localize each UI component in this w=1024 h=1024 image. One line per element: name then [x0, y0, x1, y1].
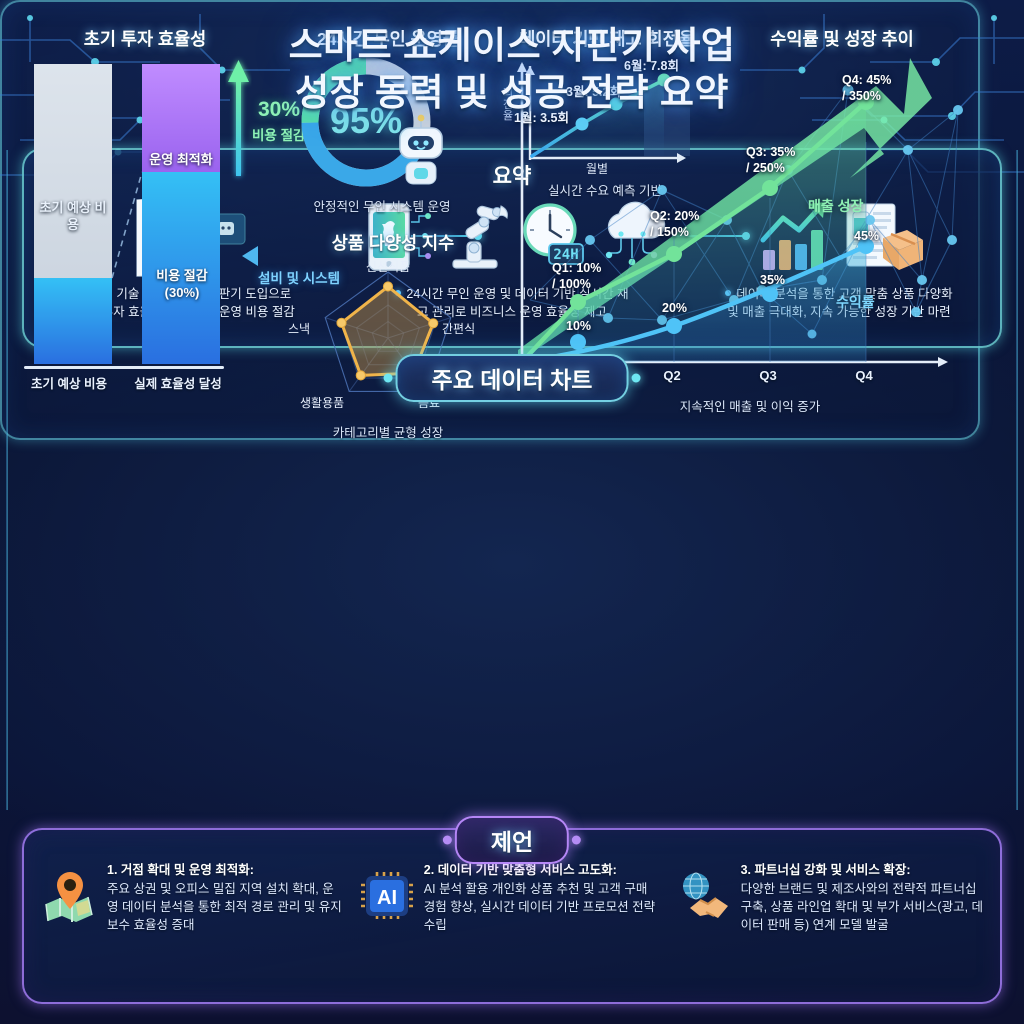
growth-caption: 지속적인 매출 및 이익 증가	[679, 400, 821, 414]
recommendation-item-3-body: 3. 파트너십 강화 및 서비스 확장: 다양한 브랜드 및 제조사와의 전략적…	[741, 862, 986, 934]
growth-point-label-q2: Q2: 20%/ 150%	[650, 209, 700, 240]
charts-section-badge: 주요 데이터 차트	[383, 354, 641, 402]
radar-label-snack: 스낵	[288, 322, 311, 336]
growth-profit-label-q1: 10%	[566, 319, 592, 333]
smartphone-icon	[368, 203, 431, 271]
donut-value-label: 95%	[329, 100, 403, 141]
growth-x-label-q4: Q4	[855, 368, 873, 383]
annotation-30-percent: 30%	[258, 98, 301, 121]
inventory-point-label-0: 1월: 3.5회	[514, 111, 569, 125]
clock-24h-icon: 24H	[523, 203, 584, 265]
badge-dot-left-icon	[383, 373, 393, 383]
svg-text:24H: 24H	[553, 247, 578, 263]
growth-x-label-q2: Q2	[663, 368, 681, 383]
chart-title-inventory-turnover: 데이터 기반 재고 회전율	[519, 29, 695, 49]
recommendation-item-1-heading: 1. 거점 확대 및 운영 최적화:	[107, 863, 254, 877]
growth-point-label-q1: Q1: 10%/ 100%	[552, 261, 602, 292]
bar-segment-label-initial-cost: 초기 예상 비용	[39, 200, 107, 232]
growth-legend-revenue: 매출 성장	[808, 198, 864, 214]
donut-caption: 안정적인 무인 시스템 운영	[313, 200, 451, 214]
recommendation-item-1-text: 주요 상권 및 오피스 밀집 지역 설치 확대, 운영 데이터 분석을 통한 최…	[107, 881, 342, 932]
badge-dot-right-icon	[572, 835, 582, 845]
growth-profit-label-q3: 35%	[760, 273, 786, 287]
page-title-line-1: 스마트 쇼케이스 자판기 사업	[288, 25, 736, 66]
recommendation-item-2-heading: 2. 데이터 기반 맞춤형 서비스 고도화:	[423, 863, 617, 877]
recommendation-item-1: 1. 거점 확대 및 운영 최적화: 주요 상권 및 오피스 밀집 지역 설치 …	[34, 862, 351, 934]
bar-category-label-1: 실제 효율성 달성	[134, 377, 222, 391]
growth-point-label-q3: Q3: 35%/ 250%	[746, 145, 796, 176]
recommendation-item-3-text: 다양한 브랜드 및 제조사와의 전략적 파트너십 구축, 상품 라인업 확대 및…	[740, 881, 984, 932]
radar-label-household: 생활용품	[300, 396, 345, 410]
map-pin-icon	[42, 868, 98, 924]
chart-title-initial-investment: 초기 투자 효율성	[83, 29, 207, 49]
bullet-icon	[395, 290, 402, 296]
robot-arm-icon	[452, 205, 508, 269]
recommendation-item-2: AI 2. 데이터 기반 맞춤형 서비스 고도화: AI 분석 활용 개인화 상…	[351, 862, 668, 934]
handshake-globe-icon	[676, 868, 732, 924]
chart-title-uptime: 24시간 무인 운영률	[317, 29, 459, 49]
inventory-point-label-2: 6월: 7.8회	[624, 59, 679, 73]
annotation-30-percent-sub: 비용 절감	[252, 128, 306, 143]
summary-item-2: 24H 24시간 무인 운영 및 데이터 기반 실시간 재고 관리로 비즈니스 …	[346, 190, 678, 322]
growth-profit-label-q2: 20%	[662, 301, 688, 315]
ai-chip-icon: AI	[359, 868, 415, 924]
inventory-x-axis-label: 월별	[586, 162, 609, 176]
badge-dot-right-icon	[631, 373, 641, 383]
recommendations-badge-label: 제언	[490, 829, 534, 855]
svg-text:AI: AI	[377, 887, 397, 909]
recommendation-item-3-heading: 3. 파트너십 강화 및 서비스 확장:	[740, 863, 911, 877]
inventory-point-label-1: 3월: 5.2회	[566, 85, 621, 99]
annotation-equipment-system: 설비 및 시스템	[258, 271, 341, 286]
page-header: 스마트 쇼케이스 자판기 사업 성장 동력 및 성공 전략 요약	[0, 22, 1024, 117]
badge-dot-left-icon	[442, 835, 452, 845]
summary-item-2-icons: 24H	[346, 190, 678, 282]
charts-section-badge-label: 주요 데이터 차트	[431, 367, 593, 393]
recommendations-badge: 제언	[442, 816, 582, 864]
radar-label-fresh-food: 신선식품	[365, 260, 411, 274]
inventory-y-axis-label: 회전율	[503, 87, 514, 123]
growth-point-label-q4: Q4: 45%/ 350%	[842, 73, 892, 104]
recommendation-item-3: 3. 파트너십 강화 및 서비스 확장: 다양한 브랜드 및 제조사와의 전략적…	[668, 862, 994, 934]
recommendation-item-2-body: 2. 데이터 기반 맞춤형 서비스 고도화: AI 분석 활용 개인화 상품 추…	[424, 862, 660, 934]
page-title-line-2: 성장 동력 및 성공 전략 요약	[295, 72, 729, 114]
growth-x-label-q3: Q3	[759, 368, 777, 383]
recommendation-item-1-body: 1. 거점 확대 및 운영 최적화: 주요 상권 및 오피스 밀집 지역 설치 …	[107, 862, 343, 934]
chart-title-growth: 수익률 및 성장 추이	[770, 29, 914, 49]
robot-mascot-icon	[399, 114, 443, 185]
recommendations-row: 1. 거점 확대 및 운영 최적화: 주요 상권 및 오피스 밀집 지역 설치 …	[34, 862, 994, 934]
growth-legend-profit: 수익률	[836, 294, 875, 310]
radar-label-convenience-food: 간편식	[442, 322, 476, 336]
inventory-caption: 실시간 수요 예측 기반	[548, 184, 662, 198]
recommendation-item-2-text: AI 분석 활용 개인화 상품 추천 및 고객 구매 경험 향상, 실시간 데이…	[423, 881, 656, 932]
bar-segment-label-ops-optimization: 운영 최적화	[149, 152, 213, 167]
bar-category-label-0: 초기 예상 비용	[31, 377, 107, 391]
radar-caption: 카테고리별 균형 성장	[332, 426, 444, 440]
growth-profit-label-q4: 45%	[854, 229, 880, 243]
bar-segment-label-cost-saving: 비용 절감 (30%)	[156, 268, 208, 300]
chart-title-product-diversity: 상품 다양성 지수	[331, 233, 455, 253]
